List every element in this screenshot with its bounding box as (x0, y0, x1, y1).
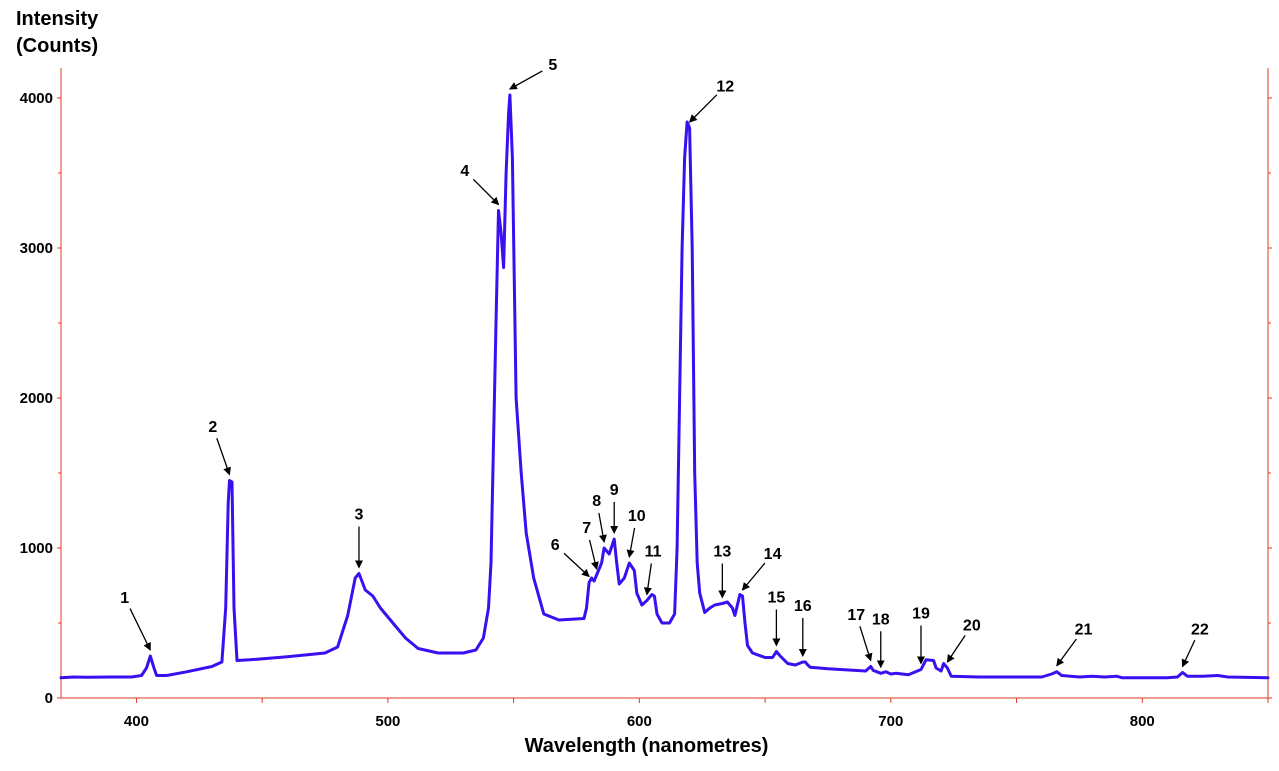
axes (60, 68, 1269, 699)
peak-label: 16 (794, 598, 812, 615)
x-tick-label: 600 (627, 713, 652, 730)
y-tick-label: 2000 (20, 390, 53, 407)
x-tick-label: 700 (878, 713, 903, 730)
peak-arrow (1181, 639, 1196, 668)
x-tick-label: 400 (124, 713, 149, 730)
peak-arrow (741, 562, 766, 591)
peak-arrow (598, 512, 607, 543)
peak-label: 20 (963, 617, 981, 634)
peak-label: 11 (645, 544, 662, 561)
peak-label: 14 (764, 546, 782, 563)
peak-label: 13 (713, 544, 731, 561)
peak-label: 18 (872, 611, 890, 628)
peak-arrow (859, 626, 873, 662)
peak-label: 7 (582, 520, 591, 537)
peak-label: 19 (912, 606, 930, 623)
x-tick-label: 500 (375, 713, 400, 730)
y-tick-label: 3000 (20, 240, 53, 257)
peak-arrow (563, 552, 590, 578)
peak-arrow (946, 634, 966, 663)
peak-arrow (472, 178, 500, 206)
peak-arrow (129, 608, 151, 651)
peak-label: 4 (460, 163, 469, 180)
y-axis-title: Intensity (Counts) (16, 6, 98, 60)
peak-label: 15 (768, 590, 786, 607)
peak-arrow (1056, 638, 1077, 667)
peak-arrow (588, 539, 599, 570)
y-axis-title-line2: (Counts) (16, 35, 99, 57)
peak-arrow (643, 563, 652, 596)
peak-label: 22 (1191, 621, 1209, 638)
peak-label: 1 (120, 590, 129, 607)
peak-label: 6 (551, 537, 560, 554)
series-group (59, 93, 1270, 680)
spectrum-line (59, 93, 1270, 680)
peak-label: 12 (716, 78, 734, 95)
peak-label: 2 (208, 419, 217, 436)
y-axis-title-line1: Intensity (16, 8, 99, 30)
axis-ticks: 0 1000 2000 3000 4000 400 500 600 700 800 (20, 90, 1272, 730)
peak-arrow (626, 527, 636, 558)
peak-label: 10 (628, 508, 646, 525)
y-tick-label: 1000 (20, 540, 53, 557)
peak-label: 3 (355, 507, 364, 524)
peak-label: 8 (592, 493, 601, 510)
peak-label: 21 (1075, 621, 1093, 638)
peak-arrow (508, 70, 543, 90)
y-tick-label: 0 (45, 690, 53, 707)
peak-label: 17 (847, 607, 865, 624)
peak-arrow (688, 94, 718, 123)
peak-label: 5 (548, 57, 557, 74)
peak-arrow (216, 438, 231, 476)
x-tick-label: 800 (1130, 713, 1155, 730)
y-tick-label: 4000 (20, 90, 53, 107)
x-axis-title: Wavelength (nanometres) (524, 735, 769, 757)
peak-label: 9 (610, 482, 619, 499)
